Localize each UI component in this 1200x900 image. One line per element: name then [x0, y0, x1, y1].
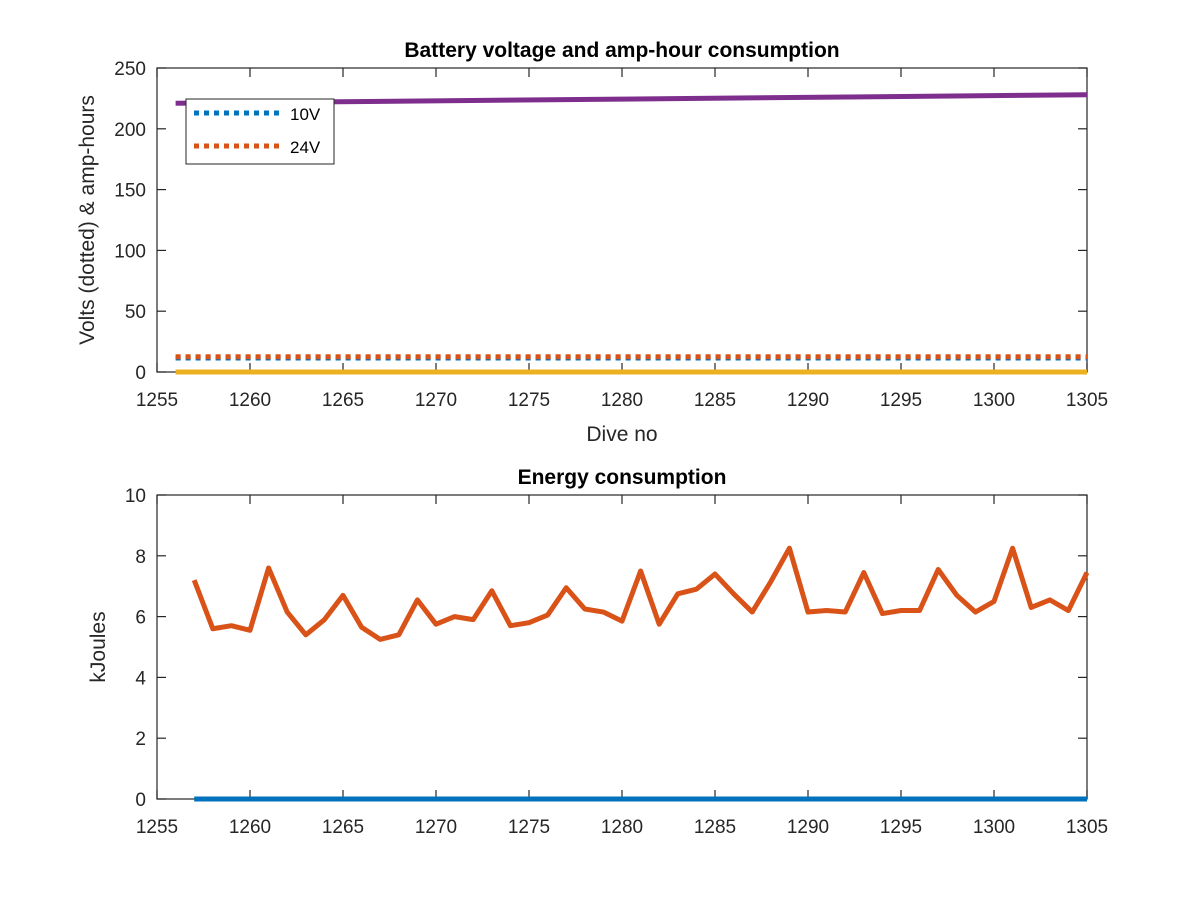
energy-x-tick-label: 1275: [508, 817, 550, 838]
energy-y-tick-label: 2: [135, 729, 146, 750]
voltage-chart-title: Battery voltage and amp-hour consumption: [404, 39, 839, 62]
voltage-y-tick-label: 0: [135, 363, 146, 384]
voltage-x-tick-label: 1300: [973, 390, 1015, 411]
energy-x-tick-label: 1285: [694, 817, 736, 838]
energy-y-tick-label: 6: [135, 608, 146, 629]
voltage-x-tick-label: 1260: [229, 390, 271, 411]
voltage-x-tick-label: 1255: [136, 390, 178, 411]
energy-x-tick-label: 1290: [787, 817, 829, 838]
legend-10v-label: 10V: [290, 105, 321, 124]
energy-x-tick-label: 1255: [136, 817, 178, 838]
voltage-x-tick-label: 1280: [601, 390, 643, 411]
energy-series: [191, 545, 1090, 802]
voltage-x-tick-label: 1270: [415, 390, 457, 411]
energy-x-tick-label: 1300: [973, 817, 1015, 838]
voltage-x-tick-label: 1265: [322, 390, 364, 411]
voltage-x-tick-label: 1285: [694, 390, 736, 411]
energy-y-tick-label: 4: [135, 668, 146, 689]
energy-chart-title: Energy consumption: [518, 466, 727, 489]
energy-chart: 1255 1260 1265 1270 1275 1280 1285 1290 1295 1300…: [87, 466, 1108, 838]
voltage-x-tick-label: 1295: [880, 390, 922, 411]
energy-x-tick-label: 1270: [415, 817, 457, 838]
voltage-chart: 1255 1260 1265 1270 1275 1280 1285 1290 1295 1300…: [76, 39, 1108, 446]
energy-series-line-1: [191, 545, 1090, 642]
voltage-ticks: 1255 1260 1265 1270 1275 1280 1285 1290 1295 1300…: [114, 59, 1108, 411]
voltage-x-tick-label: 1275: [508, 390, 550, 411]
legend-24v-label: 24V: [290, 138, 321, 157]
energy-y-axis-label: kJoules: [87, 611, 110, 682]
energy-y-tick-label: 8: [135, 547, 146, 568]
voltage-y-tick-label: 150: [114, 181, 146, 202]
voltage-x-tick-label: 1290: [787, 390, 829, 411]
voltage-y-tick-label: 250: [114, 59, 146, 80]
energy-x-tick-label: 1280: [601, 817, 643, 838]
voltage-y-tick-label: 200: [114, 120, 146, 141]
legend-box: [185, 98, 335, 165]
energy-x-tick-label: 1260: [229, 817, 271, 838]
voltage-x-tick-label: 1305: [1066, 390, 1108, 411]
energy-y-tick-label: 0: [135, 790, 146, 811]
energy-x-tick-label: 1305: [1066, 817, 1108, 838]
energy-x-tick-label: 1265: [322, 817, 364, 838]
voltage-legend: 10V 24V: [185, 98, 335, 165]
voltage-y-tick-label: 100: [114, 241, 146, 262]
energy-y-tick-label: 10: [125, 486, 146, 507]
energy-plot-area: [156, 494, 1088, 800]
voltage-x-axis-label: Dive no: [586, 423, 657, 446]
energy-ticks: 1255 1260 1265 1270 1275 1280 1285 1290 1295 1300…: [125, 486, 1108, 838]
voltage-y-axis-label: Volts (dotted) & amp-hours: [76, 95, 99, 345]
energy-x-tick-label: 1295: [880, 817, 922, 838]
voltage-y-tick-label: 50: [125, 302, 146, 323]
